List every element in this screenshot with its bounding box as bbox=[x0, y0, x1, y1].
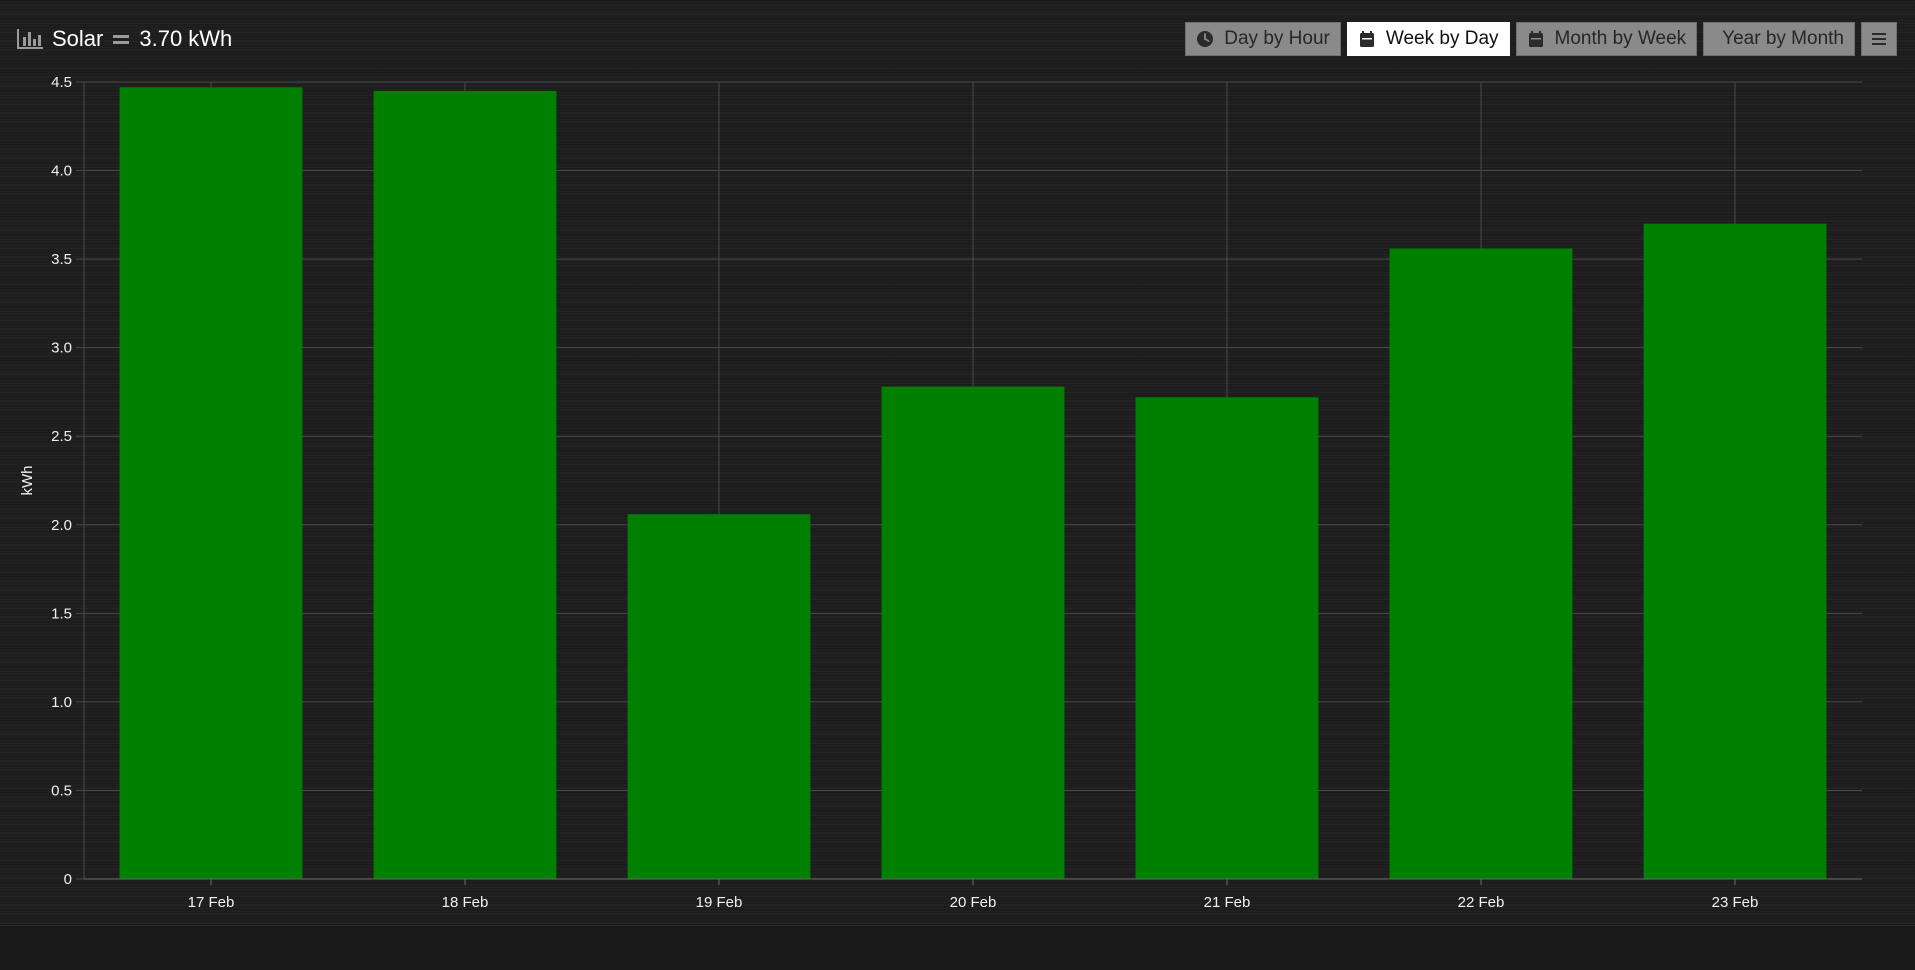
x-tick-label: 17 Feb bbox=[188, 894, 235, 911]
range-toolbar: Day by Hour Week by Day Month by Week Ye… bbox=[1179, 22, 1897, 56]
panel-footer bbox=[0, 925, 1915, 970]
bar bbox=[119, 87, 303, 879]
year-by-month-button[interactable]: Year by Month bbox=[1703, 22, 1855, 56]
y-tick-label: 2.5 bbox=[51, 428, 72, 445]
x-tick-label: 20 Feb bbox=[950, 894, 997, 911]
x-tick-label: 23 Feb bbox=[1712, 894, 1759, 911]
y-tick-label: 3.0 bbox=[51, 340, 72, 357]
week-by-day-label: Week by Day bbox=[1385, 28, 1499, 49]
equals-icon bbox=[113, 32, 130, 46]
y-tick-label: 4.5 bbox=[51, 74, 72, 91]
bar bbox=[881, 386, 1065, 879]
x-tick-label: 18 Feb bbox=[442, 894, 489, 911]
month-by-week-label: Month by Week bbox=[1554, 28, 1687, 49]
y-tick-label: 3.5 bbox=[51, 251, 72, 268]
y-tick-label: 0.5 bbox=[51, 782, 72, 799]
calendar-icon bbox=[1359, 31, 1374, 47]
bar bbox=[1389, 248, 1573, 880]
y-axis-title: kWh bbox=[19, 466, 36, 496]
bar bbox=[1135, 397, 1319, 879]
menu-icon bbox=[1872, 33, 1886, 45]
year-by-month-label: Year by Month bbox=[1722, 28, 1844, 49]
y-tick-label: 2.0 bbox=[51, 517, 72, 534]
menu-button[interactable] bbox=[1861, 22, 1897, 56]
x-tick-label: 22 Feb bbox=[1458, 894, 1505, 911]
chart-title: Solar bbox=[52, 26, 104, 51]
x-tick-label: 19 Feb bbox=[696, 894, 743, 911]
chart-header: Solar 3.70 kWh bbox=[16, 22, 232, 56]
clock-icon bbox=[1197, 31, 1214, 47]
bar bbox=[373, 90, 557, 880]
y-tick-label: 1.5 bbox=[51, 605, 72, 622]
calendar-icon bbox=[1528, 31, 1543, 47]
bar bbox=[1643, 223, 1827, 879]
bar-chart-icon bbox=[17, 29, 43, 49]
total-value: 3.70 kWh bbox=[139, 26, 233, 51]
week-by-day-button[interactable]: Week by Day bbox=[1346, 22, 1510, 56]
bar bbox=[627, 514, 811, 879]
day-by-hour-button[interactable]: Day by Hour bbox=[1185, 22, 1341, 56]
day-by-hour-label: Day by Hour bbox=[1224, 28, 1330, 49]
y-tick-label: 4.0 bbox=[51, 163, 72, 180]
y-tick-label: 0 bbox=[64, 871, 72, 888]
x-tick-label: 21 Feb bbox=[1204, 894, 1251, 911]
y-tick-label: 1.0 bbox=[51, 694, 72, 711]
month-by-week-button[interactable]: Month by Week bbox=[1515, 22, 1698, 56]
